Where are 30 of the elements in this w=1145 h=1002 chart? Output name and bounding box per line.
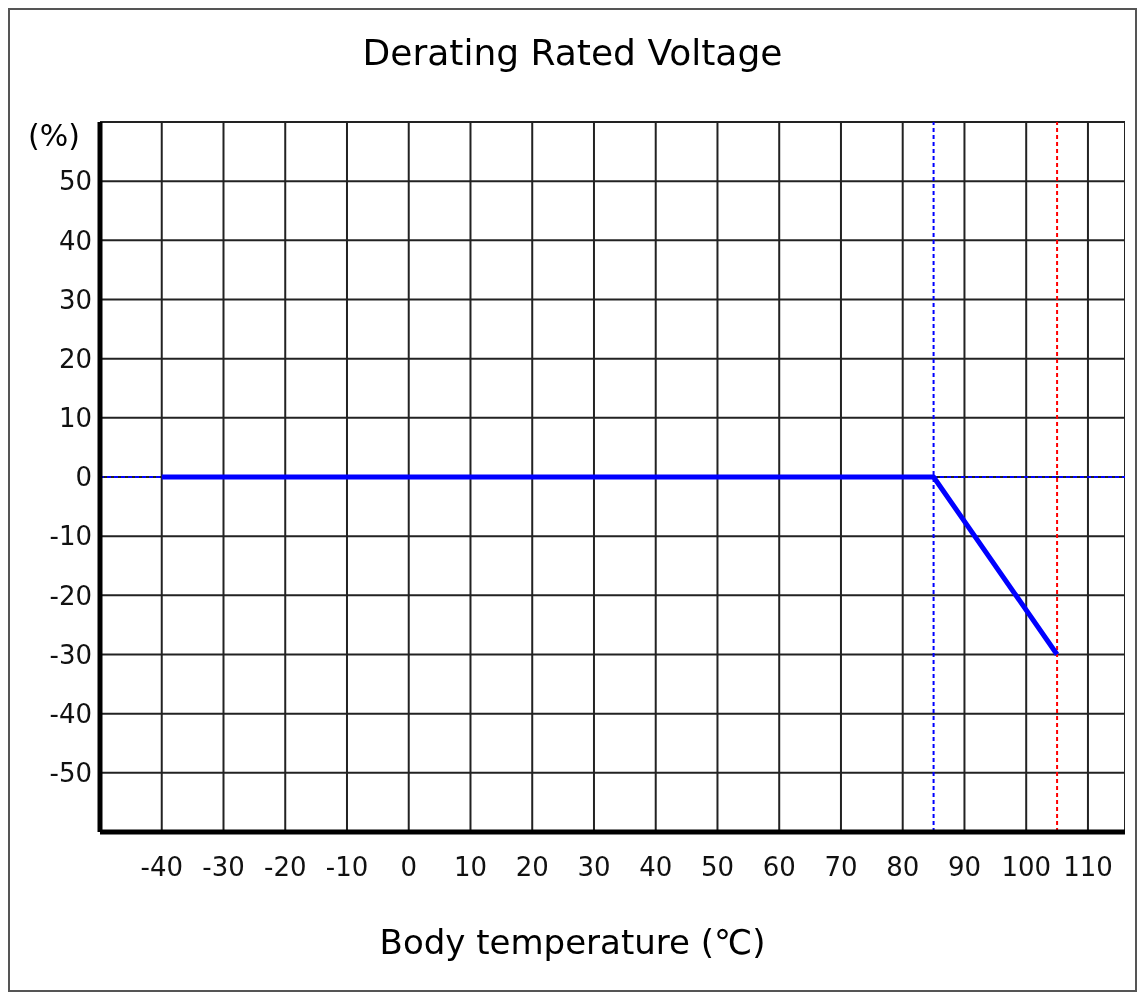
x-tick-label: -30	[202, 852, 245, 883]
x-tick-label: 90	[947, 852, 981, 883]
x-tick-label: 70	[824, 852, 858, 883]
x-tick-label: 10	[453, 852, 488, 883]
x-tick-label: 100	[1001, 852, 1052, 883]
y-tick-label: -30	[49, 639, 92, 670]
x-tick-label: 110	[1063, 852, 1113, 883]
x-tick-label: 30	[577, 852, 611, 883]
y-tick-label: -40	[49, 698, 92, 729]
y-tick-label: -50	[49, 758, 92, 789]
y-tick-label: 40	[58, 225, 92, 256]
x-tick-label: 50	[700, 852, 735, 883]
x-tick-label: 40	[639, 852, 673, 883]
x-tick-label: 80	[886, 852, 920, 883]
y-tick-label: 20	[58, 343, 92, 374]
x-axis-title: Body temperature (℃)	[378, 922, 767, 962]
x-tick-label: 60	[762, 852, 796, 883]
y-axis-title: (%)	[28, 118, 80, 153]
y-tick-label: 10	[58, 403, 92, 434]
chart-title: Derating Rated Voltage	[361, 32, 784, 75]
y-tick-label: 30	[58, 284, 92, 315]
y-tick-label: -20	[49, 580, 92, 611]
y-tick-label: 0	[75, 462, 92, 493]
y-tick-label: 50	[58, 166, 92, 197]
x-tick-label: -10	[325, 852, 369, 883]
x-tick-label: 20	[515, 852, 549, 883]
x-tick-label: -40	[140, 852, 183, 883]
x-tick-label: -20	[264, 852, 307, 883]
y-tick-label: -10	[49, 521, 92, 552]
x-tick-label: 0	[400, 852, 418, 883]
